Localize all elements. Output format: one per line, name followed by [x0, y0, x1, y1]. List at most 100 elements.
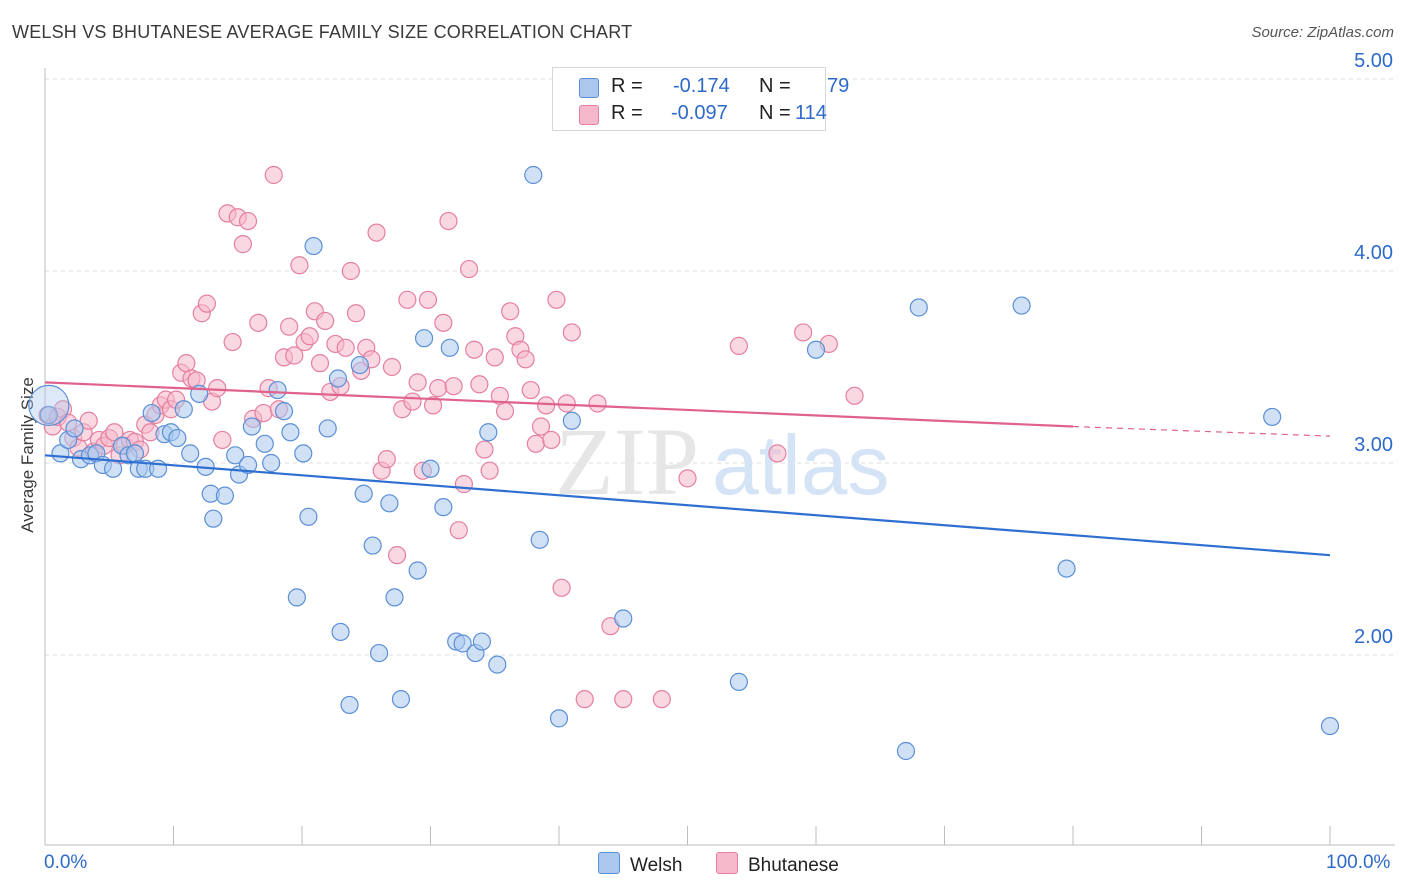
- welsh-point: [287, 588, 306, 607]
- bhutanese-legend-label: Bhutanese: [748, 855, 839, 876]
- welsh-point: [385, 588, 404, 607]
- welsh-point: [363, 536, 382, 555]
- welsh-point: [299, 507, 318, 526]
- bhutanese-point: [531, 417, 551, 436]
- bhutanese-r-label: R =: [611, 102, 643, 124]
- welsh-point: [1263, 407, 1282, 427]
- bhutanese-point: [264, 165, 283, 185]
- welsh-point: [391, 690, 411, 709]
- welsh-point: [104, 459, 123, 478]
- bhutanese-point: [367, 223, 386, 242]
- welsh-point: [215, 486, 234, 505]
- bhutanese-point: [794, 323, 813, 342]
- bhutanese-point: [439, 211, 458, 231]
- bhutanese-point: [418, 290, 438, 309]
- bhutanese-n-value: 114: [795, 102, 827, 124]
- y-tick-label: 4.00: [1354, 242, 1393, 264]
- bhutanese-point: [280, 317, 299, 336]
- welsh-point: [274, 402, 294, 421]
- bhutanese-swatch: [579, 105, 599, 125]
- welsh-point: [421, 459, 440, 478]
- welsh-point: [28, 384, 70, 426]
- welsh-point: [530, 530, 549, 549]
- bhutanese-point: [382, 357, 402, 377]
- welsh-point: [729, 672, 749, 691]
- bhutanese-points: [38, 165, 864, 709]
- welsh-legend-swatch: [598, 852, 620, 874]
- welsh-r-label: R =: [611, 75, 643, 97]
- bhutanese-r-value: -0.097: [671, 102, 728, 124]
- bhutanese-point: [465, 340, 484, 359]
- welsh-point: [1012, 296, 1031, 315]
- bhutanese-point: [552, 578, 571, 597]
- y-tick-label: 3.00: [1354, 434, 1393, 456]
- welsh-point: [488, 655, 507, 674]
- bhutanese-point: [444, 377, 463, 396]
- welsh-point: [168, 428, 187, 448]
- welsh-point: [204, 509, 223, 528]
- bhutanese-point: [387, 546, 407, 565]
- welsh-point: [479, 423, 498, 442]
- welsh-point: [318, 419, 337, 438]
- axes: [44, 68, 1395, 846]
- bhutanese-point: [537, 396, 556, 415]
- gridlines: [45, 78, 1395, 656]
- y-tick-labels: 2.00 3.00 4.00 5.00: [1354, 50, 1393, 648]
- welsh-point: [896, 741, 916, 761]
- bhutanese-point: [459, 259, 479, 279]
- bhutanese-point: [223, 332, 242, 352]
- welsh-point: [268, 380, 287, 400]
- bhutanese-point: [588, 394, 607, 413]
- bhutanese-point: [434, 313, 453, 332]
- bhutanese-point: [290, 256, 309, 275]
- trend-lines: [44, 381, 1331, 557]
- bhutanese-point: [562, 323, 581, 342]
- bhutanese-point: [575, 690, 594, 709]
- watermark-atlas: atlas: [712, 418, 889, 512]
- welsh-point: [350, 355, 369, 375]
- bhutanese-point: [249, 313, 268, 332]
- welsh-point: [142, 403, 161, 423]
- bhutanese-point: [238, 211, 258, 231]
- bhutanese-point: [285, 346, 304, 365]
- welsh-n-label: N =: [759, 75, 791, 97]
- welsh-point: [226, 446, 245, 465]
- welsh-legend-label: Welsh: [630, 855, 683, 876]
- bhutanese-n-label: N =: [759, 102, 791, 124]
- bhutanese-point: [423, 396, 443, 415]
- welsh-point: [304, 236, 323, 256]
- welsh-point: [238, 455, 258, 475]
- bhutanese-point: [495, 402, 515, 421]
- welsh-r-value: -0.174: [673, 75, 730, 97]
- bhutanese-point: [105, 423, 124, 442]
- bhutanese-point: [197, 294, 217, 313]
- welsh-point: [1057, 559, 1076, 578]
- bhutanese-point: [213, 430, 232, 450]
- chart-title: WELSH VS BHUTANESE AVERAGE FAMILY SIZE C…: [12, 22, 633, 42]
- welsh-point: [181, 444, 200, 463]
- welsh-point: [39, 405, 58, 425]
- bhutanese-point: [480, 461, 499, 480]
- bhutanese-point: [208, 379, 227, 398]
- bhutanese-point: [526, 434, 545, 453]
- bhutanese-point: [403, 392, 422, 411]
- bhutanese-point: [547, 290, 566, 309]
- welsh-point: [434, 498, 453, 517]
- welsh-point: [440, 338, 459, 357]
- welsh-point: [331, 622, 350, 642]
- bhutanese-point: [79, 411, 98, 430]
- welsh-point: [414, 329, 434, 348]
- bhutanese-point: [521, 380, 540, 400]
- bhutanese-point: [429, 379, 448, 398]
- welsh-point: [242, 417, 261, 436]
- welsh-trend-line: [44, 454, 1331, 557]
- welsh-point: [614, 609, 633, 628]
- watermark: ZIP atlas: [555, 408, 889, 515]
- bhutanese-point: [516, 350, 535, 369]
- bhutanese-point: [233, 235, 252, 254]
- x-tick-label-min: 0.0%: [44, 852, 88, 873]
- bhutanese-point: [300, 327, 319, 346]
- bhutanese-point: [454, 475, 474, 494]
- welsh-point: [562, 411, 581, 430]
